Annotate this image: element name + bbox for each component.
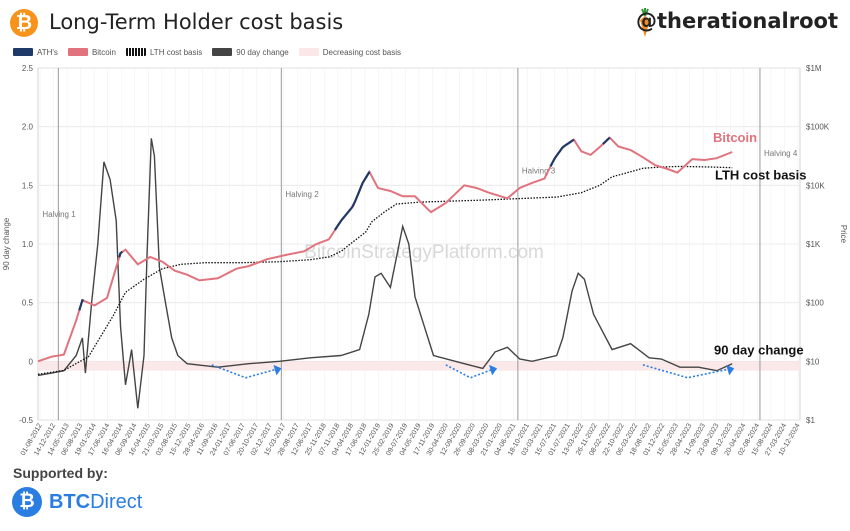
y-right-tick-label: $1M [806,64,822,73]
decreasing-arrow [211,364,280,379]
y-left-tick-label: 1.0 [22,240,34,249]
lth-cost-basis-chart: -0.5 0 0.5 1.0 1.5 2.0 2.5 $1 $10 $100 $1K $10K $100… [2,64,848,457]
decreasing-arrow [445,364,496,379]
arrow-head-icon [726,364,735,376]
series-lth-cost-basis [37,165,733,375]
legend-swatch [13,48,33,56]
bitcoin-logo-icon: ₿ [10,9,38,37]
legend-label: LTH cost basis [149,47,203,57]
ath-segment [549,138,575,167]
y-right-tick-label: $10K [806,181,825,190]
legend-item-lth-cost-basis[interactable]: LTH cost basis [125,47,203,57]
y-right-tick-label: $1 [806,416,815,425]
legend-swatch [298,48,319,56]
y-left-tick-label: 2.0 [22,123,34,132]
page-title: Long-Term Holder cost basis [49,10,344,34]
halving-label: Halving 2 [285,190,319,199]
y-left-tick-label: -0.5 [19,416,33,425]
legend-swatch [212,48,233,56]
btcdirect-wordmark-bold: BTC [49,490,91,513]
annotation-90-day-change: 90 day change [714,342,804,357]
arrow-head-icon [273,364,282,376]
series-90-day-change [37,138,733,409]
ath-segment [78,299,84,311]
legend-label: ATH's [37,47,58,57]
carrot-icon [640,8,650,37]
btcdirect-wordmark: BTCDirect [49,491,142,514]
y-right-tick-label: $100 [806,299,824,308]
y-left-axis-label: 90 day change [2,217,11,270]
supported-by-label: Supported by: [13,465,108,481]
halving-label: Halving 4 [764,149,798,158]
btcdirect-logo: ₿ BTCDirect [12,487,142,517]
legend-item-ath-s[interactable]: ATH's [13,48,58,57]
watermark: BitcoinStrategyPlatform.com [304,242,544,263]
legend-label: 90 day change [236,47,289,57]
ath-segment [333,171,371,231]
halving-label: Halving 3 [522,167,556,176]
legend-swatch [125,48,146,56]
header: ₿ Long-Term Holder cost basis @theration… [0,0,850,44]
y-right-tick-label: $1K [806,240,821,249]
ath-segment [118,250,124,258]
legend-item-decreasing-cost-basis[interactable]: Decreasing cost basis [298,47,402,57]
legend-label: Bitcoin [91,47,116,57]
legend-swatch [67,48,88,56]
y-left-tick-label: 0.5 [22,299,34,308]
decreasing-cost-basis-band [38,361,800,371]
series-bitcoin [37,136,733,363]
ath-segment [602,136,611,145]
btcdirect-wordmark-light: Direct [90,490,143,513]
y-right-tick-label: $10 [806,357,820,366]
arrow-head-icon [489,364,498,376]
y-left-tick-label: 2.5 [22,64,34,73]
chart-legend: ATH's Bitcoin LTH cost basis 90 day change D… [13,45,411,59]
y-left-tick-label: 0 [29,357,34,366]
decreasing-arrow [642,364,733,379]
annotation-lth-cost-basis: LTH cost basis [715,167,807,182]
legend-item-90-day-change[interactable]: 90 day change [212,48,289,57]
btcdirect-icon: ₿ [12,487,42,517]
legend-label: Decreasing cost basis [322,47,402,57]
y-left-tick-label: 1.5 [22,181,34,190]
legend-item-bitcoin[interactable]: Bitcoin [67,47,116,57]
y-right-tick-label: $100K [806,123,830,132]
y-right-axis-label: Price [839,225,848,244]
halving-label: Halving 1 [42,210,76,219]
author-handle: @therationalroot [636,9,838,33]
annotation-bitcoin: Bitcoin [713,130,757,145]
